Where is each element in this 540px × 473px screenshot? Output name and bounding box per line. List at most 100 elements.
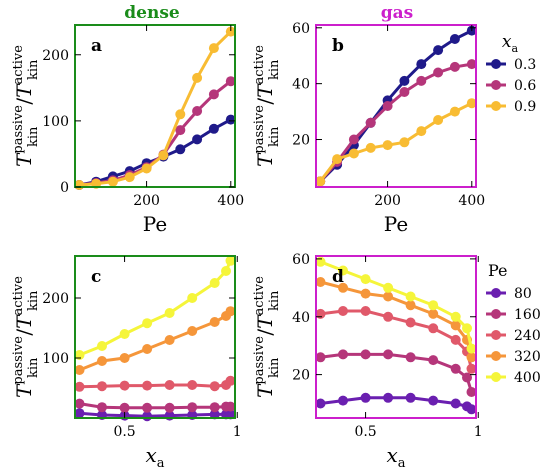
- svg-text:Tpassivekin/Tactivekin: Tpassivekin/Tactivekin: [252, 276, 282, 398]
- legend-pe-entry: 240: [514, 328, 540, 344]
- data-point-b-0.6-8: [449, 61, 460, 72]
- data-point-a-0.9-4: [141, 163, 152, 174]
- data-point-d-80-1: [338, 395, 348, 406]
- data-point-d-400-2: [360, 274, 371, 285]
- data-point-d-240-6: [450, 334, 461, 345]
- data-point-a-0.3-7: [192, 134, 203, 145]
- data-point-c-240-2: [119, 380, 130, 391]
- legend-pe-swatch-marker: [491, 309, 501, 319]
- data-point-d-400-1: [338, 265, 348, 276]
- data-point-c-400-2: [119, 329, 130, 339]
- data-point-d-240-2: [360, 306, 371, 316]
- data-point-d-160-7: [462, 372, 472, 383]
- data-point-a-0.3-8: [208, 123, 219, 134]
- data-point-c-320-2: [119, 353, 130, 363]
- data-point-d-160-3: [383, 349, 394, 360]
- data-point-d-240-4: [405, 317, 416, 328]
- x-tick-label-c: 0.5: [113, 424, 135, 440]
- data-point-b-0.6-2: [348, 134, 359, 145]
- x-axis-label-a: Pe: [143, 212, 167, 236]
- data-point-d-400-6: [450, 311, 461, 322]
- y-tick-label-c: 200: [42, 291, 69, 307]
- panel-letter-d: d: [332, 267, 344, 287]
- series-line-a-0.9: [79, 30, 232, 187]
- legend-pe-entry: 160: [514, 307, 540, 323]
- data-point-b-0.6-9: [466, 59, 477, 70]
- series-line-b-0.9: [319, 101, 473, 183]
- x-tick-label-a: 400: [217, 193, 244, 209]
- y-tick-label-a: 100: [42, 114, 69, 130]
- series-line-a-0.3: [78, 118, 232, 187]
- data-point-c-240-0: [74, 381, 85, 392]
- y-axis-label-d: Tpassivekin/Tactivekin: [252, 276, 282, 398]
- data-point-d-160-4: [405, 352, 416, 363]
- y-tick-label-b: 20: [292, 133, 310, 149]
- x-axis-label-d: xa: [386, 443, 405, 471]
- data-point-d-400-8: [466, 343, 477, 354]
- legend-xa-title: xa: [502, 32, 519, 55]
- data-point-c-320-0: [74, 365, 85, 375]
- data-point-a-0.3-9: [225, 114, 236, 125]
- header-gas: gas: [381, 3, 413, 23]
- legend-pe-entry: 320: [514, 349, 540, 365]
- data-point-c-400-4: [164, 308, 175, 318]
- series-line-d-160: [320, 352, 473, 393]
- data-point-b-0.9-5: [399, 137, 410, 148]
- legend-xa: xa 0.3 0.6 0.9: [486, 32, 536, 115]
- data-point-d-400-4: [405, 291, 416, 302]
- y-axis-label-a: Tpassivekin/Tactivekin: [11, 45, 41, 167]
- data-point-d-240-8: [466, 363, 477, 374]
- y-tick-label-d: 20: [292, 368, 310, 384]
- data-point-a-0.9-3: [124, 172, 135, 183]
- legend-xa-entry: 0.9: [514, 99, 536, 115]
- data-point-c-240-4: [164, 380, 175, 390]
- data-point-b-0.9-8: [449, 106, 460, 117]
- legend-xa-entry: 0.3: [514, 57, 536, 73]
- legend-pe-entry: 80: [514, 286, 532, 302]
- panel-c: 0.5 1 100 200 c xa Tpassivekin/Tactivekin: [11, 255, 242, 471]
- legend-pe-title: Pe: [488, 261, 508, 280]
- data-point-d-160-5: [428, 355, 439, 366]
- data-point-c-240-6: [209, 381, 220, 392]
- y-axis-label-c: Tpassivekin/Tactivekin: [11, 276, 41, 398]
- frame-d: [315, 255, 477, 419]
- legend-pe-swatch-marker: [491, 372, 501, 382]
- data-point-d-240-5: [428, 323, 439, 334]
- panel-letter-b: b: [332, 36, 344, 56]
- series-line-c-400: [78, 260, 232, 357]
- data-point-c-400-1: [97, 341, 107, 351]
- data-point-d-80-0: [315, 398, 326, 409]
- data-point-d-160-2: [360, 349, 371, 360]
- data-point-c-320-4: [164, 335, 175, 345]
- x-axis-label-c: xa: [145, 443, 164, 471]
- legend-xa-entry: 0.6: [514, 78, 536, 94]
- frame-c: [74, 255, 236, 419]
- legend-xa-swatch-marker: [491, 80, 501, 90]
- data-point-b-0.6-6: [416, 75, 427, 86]
- data-point-d-320-6: [450, 320, 461, 331]
- data-point-c-160-6: [209, 402, 220, 413]
- data-point-d-240-3: [383, 311, 394, 322]
- x-axis-label-b: Pe: [384, 212, 408, 236]
- data-point-d-160-8: [466, 387, 477, 397]
- data-point-c-320-8: [225, 306, 236, 317]
- legend-pe-entry: 400: [514, 370, 540, 386]
- legend-xa-swatch-marker: [491, 101, 501, 111]
- series-line-b-0.6: [319, 62, 473, 183]
- y-tick-label-a: 0: [60, 180, 69, 196]
- data-point-a-0.3-6: [175, 144, 186, 155]
- data-point-b-0.3-7: [433, 45, 444, 56]
- data-point-c-160-2: [119, 402, 130, 413]
- data-point-d-400-7: [462, 323, 472, 334]
- data-point-d-80-2: [360, 392, 371, 403]
- data-point-a-0.6-9: [225, 76, 236, 87]
- data-point-c-240-3: [142, 380, 153, 391]
- data-point-b-0.6-7: [433, 67, 444, 78]
- series-line-d-240: [320, 309, 473, 370]
- y-tick-label-c: 100: [42, 351, 69, 367]
- data-point-b-0.9-1: [332, 154, 343, 165]
- data-point-c-240-8: [225, 375, 236, 386]
- legend-pe-swatch-marker: [491, 351, 501, 361]
- panel-a: 200 400 0 100 200 a Pe Tpassivekin/Tactivekin: [11, 24, 244, 236]
